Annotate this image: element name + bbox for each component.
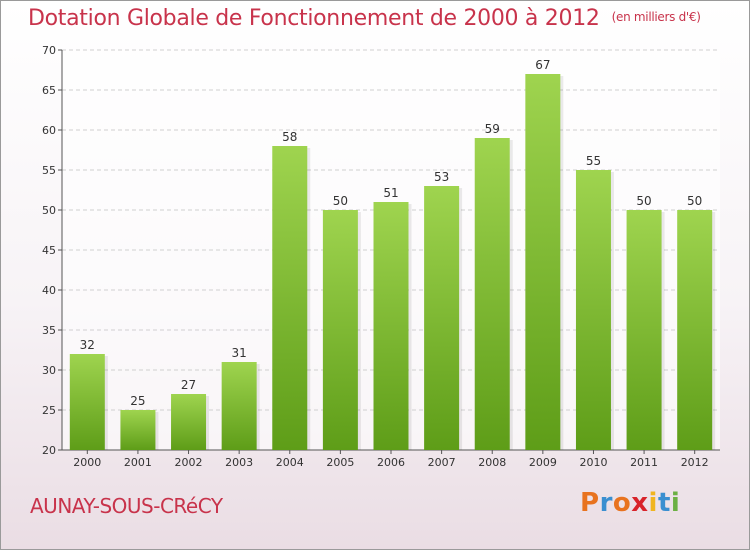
y-tick-label: 55 <box>42 164 56 177</box>
bar-2007 <box>424 186 460 450</box>
bar-2006 <box>373 202 409 450</box>
x-tick-label: 2009 <box>529 456 557 469</box>
value-label: 32 <box>80 338 95 352</box>
logo-letter: P <box>580 488 600 518</box>
y-tick-label: 45 <box>42 244 56 257</box>
bar-2003 <box>221 362 257 450</box>
logo-letter: i <box>648 488 658 518</box>
bar-2009 <box>525 74 561 450</box>
bar-2008 <box>474 138 510 450</box>
value-label: 50 <box>687 194 702 208</box>
bar-2000 <box>69 354 105 450</box>
y-tick-label: 50 <box>42 204 56 217</box>
x-tick-label: 2000 <box>73 456 101 469</box>
x-tick-label: 2008 <box>478 456 506 469</box>
x-tick-label: 2004 <box>276 456 304 469</box>
logo-letter: t <box>657 488 671 518</box>
value-label: 51 <box>383 186 398 200</box>
logo-letter: o <box>612 488 632 518</box>
value-label: 53 <box>434 170 449 184</box>
x-tick-label: 2006 <box>377 456 405 469</box>
y-tick-label: 20 <box>42 444 56 457</box>
x-tick-label: 2011 <box>630 456 658 469</box>
bar-2012 <box>677 210 713 450</box>
bar-2010 <box>575 170 611 450</box>
bars <box>69 74 716 450</box>
y-tick-label: 30 <box>42 364 56 377</box>
place-name: AUNAY-SOUS-CRéCY <box>30 494 223 518</box>
x-tick-label: 2003 <box>225 456 253 469</box>
x-tick-label: 2001 <box>124 456 152 469</box>
bar-2001 <box>120 410 156 450</box>
value-label: 58 <box>282 130 297 144</box>
x-tick-label: 2002 <box>175 456 203 469</box>
chart-title: Dotation Globale de Fonctionnement de 20… <box>28 6 701 31</box>
bar-2004 <box>272 146 308 450</box>
value-label: 25 <box>130 394 145 408</box>
y-tick-label: 60 <box>42 124 56 137</box>
y-tick-label: 35 <box>42 324 56 337</box>
y-tick-label: 70 <box>42 44 56 57</box>
x-tick-label: 2010 <box>579 456 607 469</box>
bar-2005 <box>322 210 358 450</box>
logo-letter: r <box>599 488 613 518</box>
value-label: 59 <box>485 122 500 136</box>
y-tick-label: 40 <box>42 284 56 297</box>
y-tick-label: 25 <box>42 404 56 417</box>
y-tick-label: 65 <box>42 84 56 97</box>
value-label: 50 <box>333 194 348 208</box>
proxiti-logo[interactable]: Proxiti <box>580 488 680 518</box>
bar-2002 <box>171 394 207 450</box>
value-label: 55 <box>586 154 601 168</box>
labels: 20 25 30 35 40 45 50 55 60 65 70 2000 32 2001 25 2002 27… <box>42 44 709 469</box>
x-tick-label: 2007 <box>428 456 456 469</box>
value-label: 31 <box>232 346 247 360</box>
value-label: 27 <box>181 378 196 392</box>
logo-letter: x <box>631 488 649 518</box>
x-tick-label: 2005 <box>326 456 354 469</box>
chart-title-text: Dotation Globale de Fonctionnement de 20… <box>28 6 600 31</box>
value-label: 67 <box>535 58 550 72</box>
logo-letter: i <box>670 488 681 518</box>
chart-subtitle: (en milliers d'€) <box>611 10 701 24</box>
x-tick-label: 2012 <box>681 456 709 469</box>
value-label: 50 <box>636 194 651 208</box>
bar-2011 <box>626 210 662 450</box>
